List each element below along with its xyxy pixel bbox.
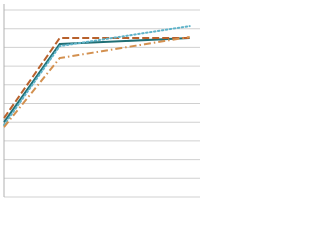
series-line xyxy=(3,37,190,119)
page: (() => { const data = JSON.parse(documen… xyxy=(0,0,200,200)
background xyxy=(0,0,200,200)
chart xyxy=(0,0,200,200)
series-line xyxy=(3,35,190,128)
series-line xyxy=(3,37,190,123)
series-line xyxy=(3,25,191,127)
